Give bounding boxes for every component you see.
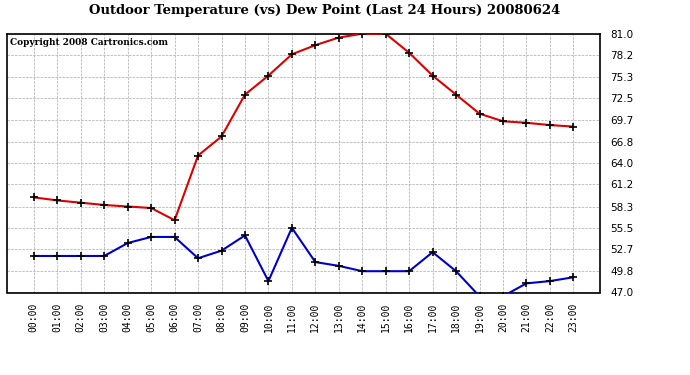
Text: Copyright 2008 Cartronics.com: Copyright 2008 Cartronics.com [10,38,168,46]
Text: Outdoor Temperature (vs) Dew Point (Last 24 Hours) 20080624: Outdoor Temperature (vs) Dew Point (Last… [88,4,560,17]
